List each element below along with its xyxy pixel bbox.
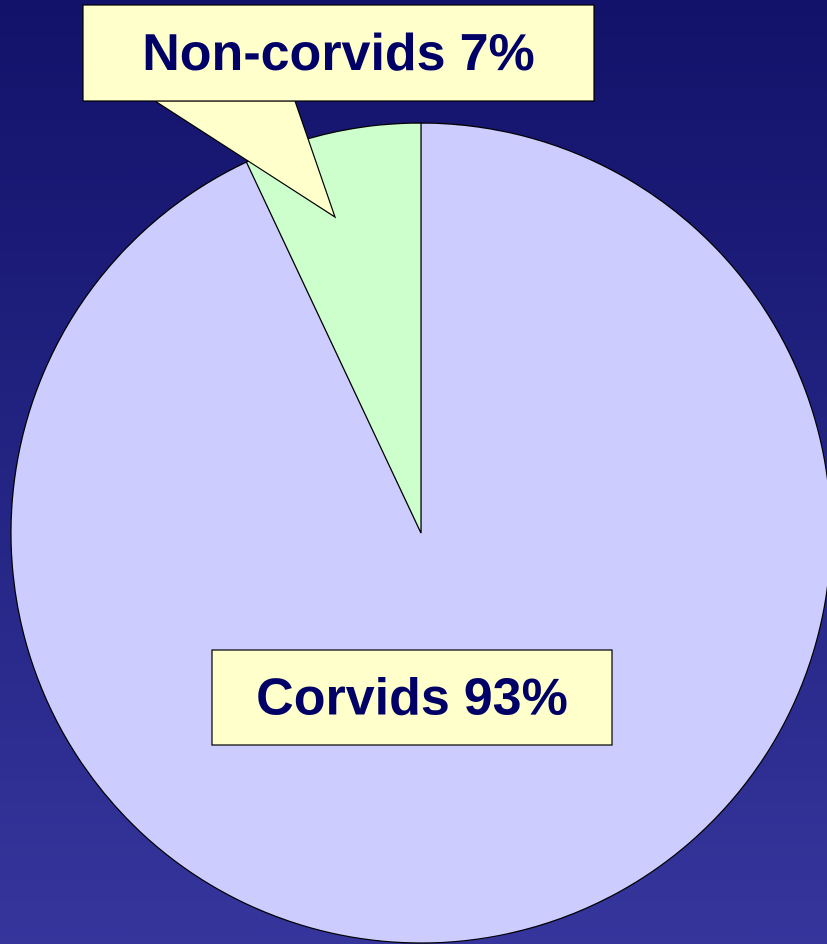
slice-label: Corvids 93%	[256, 668, 568, 726]
value-label: 7%	[460, 24, 535, 82]
label-box	[82, 4, 595, 102]
labels: Corvids 93% Non-corvids 7%	[82, 4, 613, 746]
category-label: Corvids	[256, 668, 450, 726]
slice-label: Non-corvids 7%	[142, 24, 535, 82]
pie	[10, 122, 827, 944]
category-label: Non-corvids	[142, 24, 445, 82]
label-box	[211, 649, 613, 746]
value-label: 93%	[464, 668, 568, 726]
